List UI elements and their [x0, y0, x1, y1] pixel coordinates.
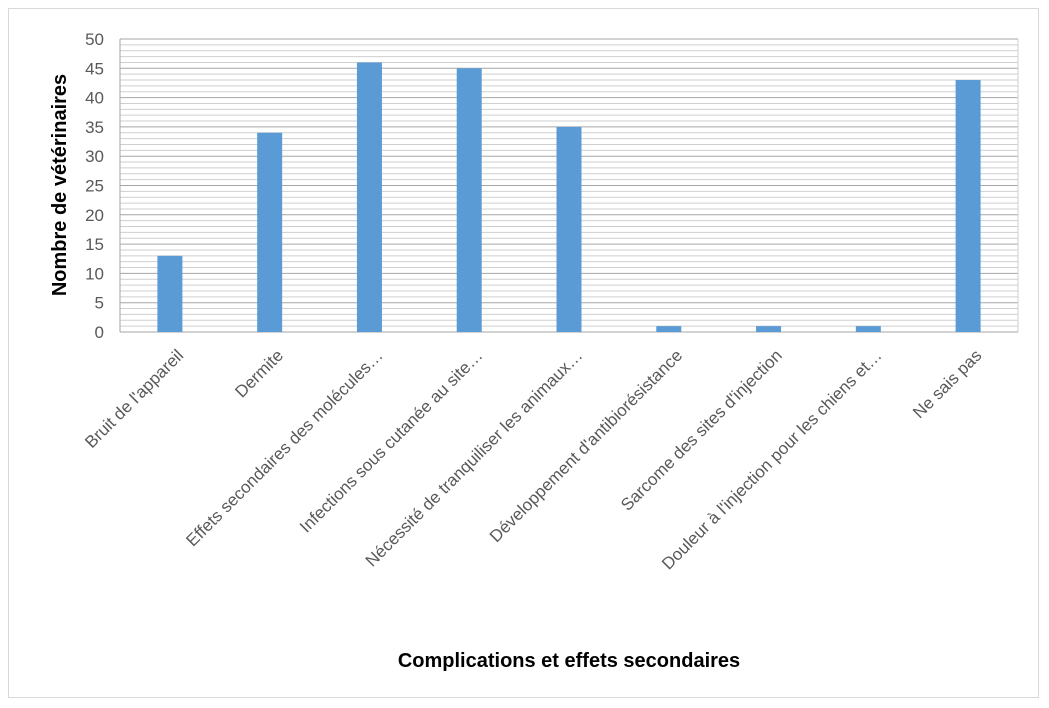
x-tick-label: Nécessité de tranquiliser les animaux…: [362, 346, 587, 571]
bar: [157, 255, 183, 332]
bars: [157, 62, 981, 333]
y-tick-label: 50: [85, 30, 104, 49]
bar: [955, 80, 981, 333]
x-tick-label: Infections sous cutanée au site…: [296, 346, 487, 537]
y-tick-label: 40: [85, 89, 104, 108]
y-axis-title: Nombre de vétérinaires: [49, 74, 71, 296]
bar: [257, 132, 283, 332]
y-tick-label: 10: [85, 264, 104, 283]
x-tick-label: Ne sais pas: [909, 346, 985, 422]
y-tick-label: 25: [85, 177, 104, 196]
x-tick-label: Dermite: [231, 346, 287, 402]
y-tick-label: 45: [85, 59, 104, 78]
bar: [656, 326, 682, 332]
y-tick-labels: 0 5 10 15 20 25 30 35 40 45 50: [85, 30, 104, 342]
x-tick-label: Développement d'antibiorésistance: [486, 346, 686, 546]
y-tick-label: 15: [85, 235, 104, 254]
bar: [855, 326, 881, 332]
bar: [456, 68, 482, 333]
bar: [356, 62, 382, 332]
y-tick-label: 35: [85, 118, 104, 137]
x-tick-label: Effets secondaires des molécules…: [182, 346, 386, 550]
bar: [756, 326, 782, 332]
x-tick-label: Bruit de l'appareil: [81, 346, 187, 452]
x-tick-label: Douleur à l'injection pour les chiens et…: [658, 346, 886, 574]
y-tick-label: 20: [85, 206, 104, 225]
y-tick-label: 30: [85, 147, 104, 166]
x-tick-label: Sarcome des sites d'injection: [617, 346, 786, 515]
bar: [556, 126, 582, 333]
y-tick-label: 5: [95, 294, 104, 313]
chart-frame: [8, 8, 1039, 698]
x-axis-title: Complications et effets secondaires: [398, 650, 740, 672]
y-tick-label: 0: [95, 323, 104, 342]
